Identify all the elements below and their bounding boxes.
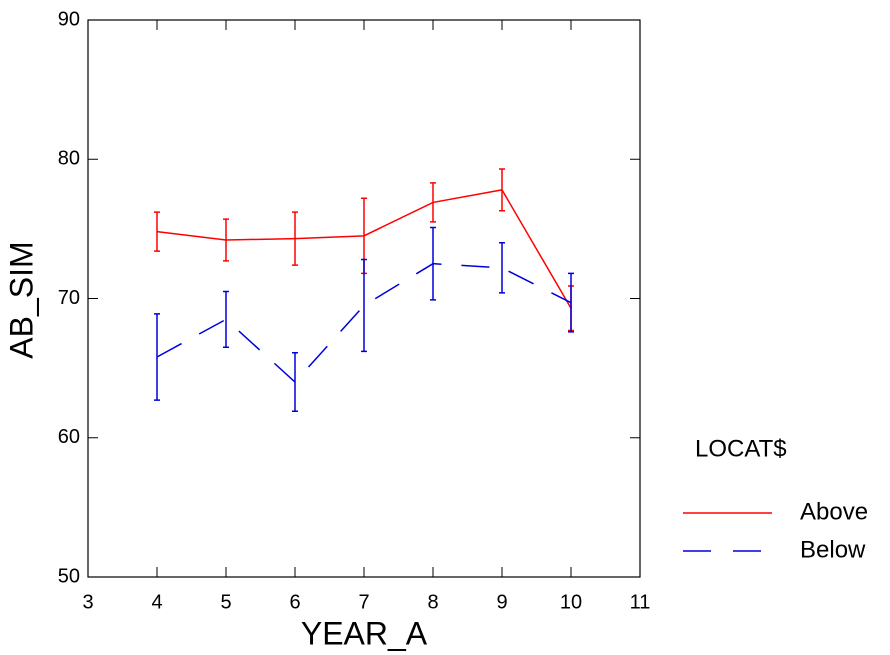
x-tick-label: 7 (358, 591, 369, 613)
y-axis-label: AB_SIM (3, 241, 39, 358)
error-bar (499, 242, 505, 294)
x-tick-label: 3 (82, 591, 93, 613)
legend-label: Above (800, 498, 868, 525)
y-tick-label: 60 (58, 426, 80, 448)
y-tick-label: 70 (58, 287, 80, 309)
legend-title: LOCAT$ (695, 435, 787, 462)
error-bar (223, 218, 229, 262)
error-bar (292, 352, 298, 413)
error-bar (361, 258, 367, 353)
error-bar (154, 211, 160, 252)
x-tick-label: 9 (496, 591, 507, 613)
error-bar (292, 211, 298, 266)
x-tick-label: 10 (560, 591, 582, 613)
x-tick-label: 5 (220, 591, 231, 613)
error-bar (223, 290, 229, 348)
x-tick-label: 8 (427, 591, 438, 613)
y-tick-label: 90 (58, 8, 80, 30)
error-bar (568, 272, 574, 333)
error-bar (499, 168, 505, 212)
x-tick-label: 11 (630, 591, 651, 613)
legend-label: Below (800, 536, 866, 563)
error-bar (154, 313, 160, 401)
error-bar (430, 226, 436, 301)
x-axis-label: YEAR_A (301, 615, 428, 651)
y-tick-label: 80 (58, 148, 80, 170)
y-tick-label: 50 (58, 565, 80, 587)
x-tick-label: 4 (151, 591, 162, 613)
x-tick-label: 6 (289, 591, 300, 613)
error-bar (430, 182, 436, 223)
